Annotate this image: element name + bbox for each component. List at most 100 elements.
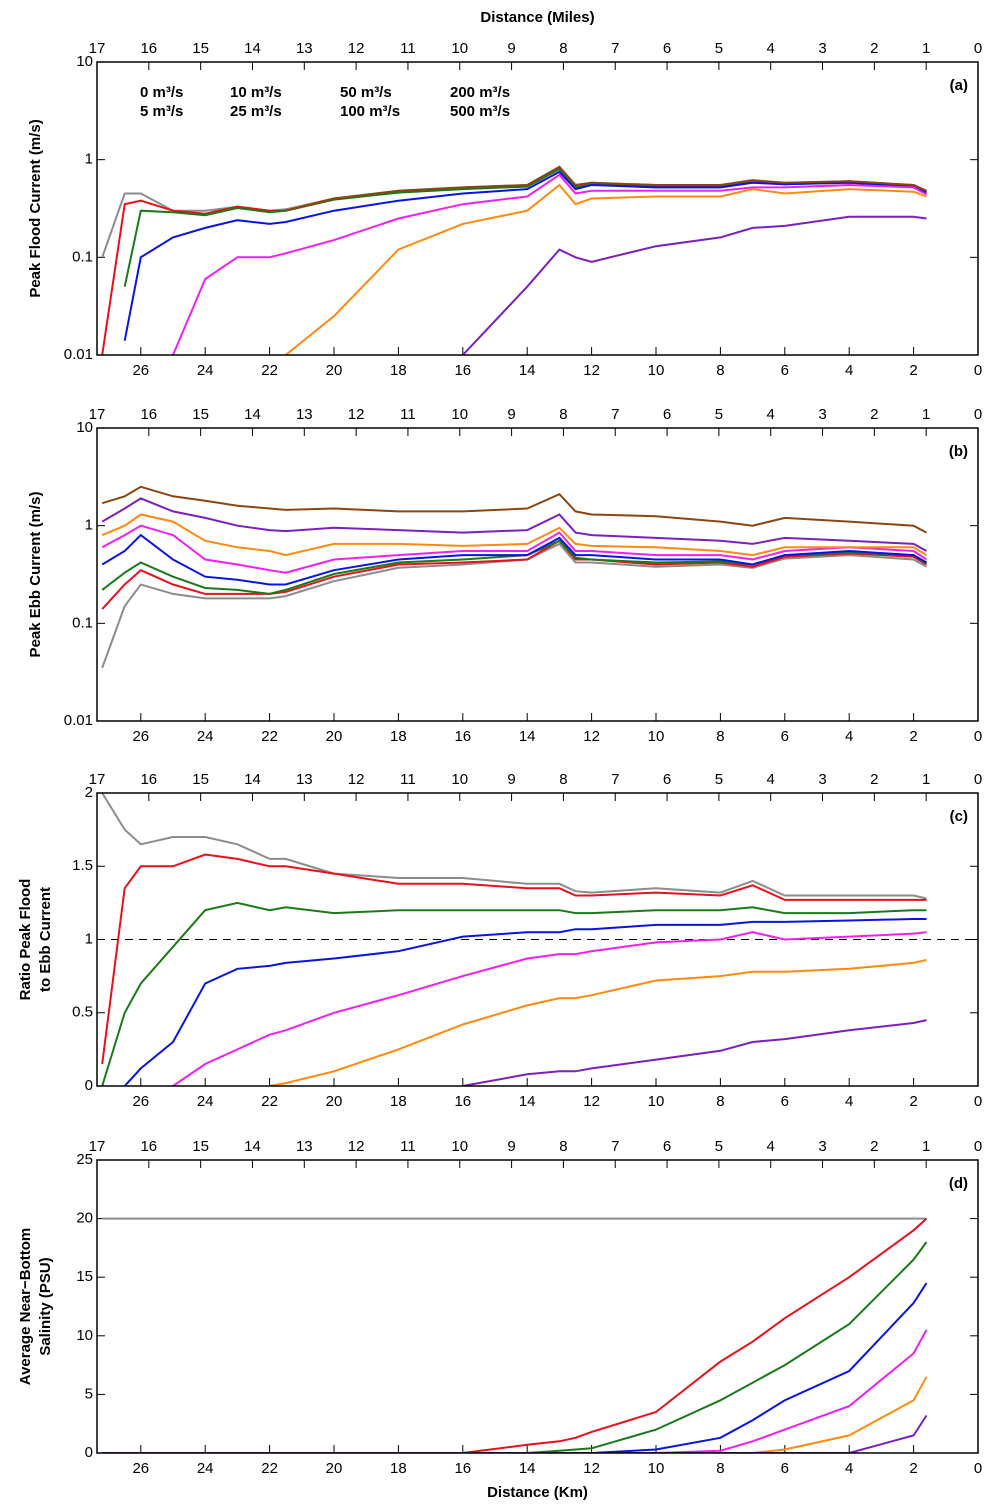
series-line bbox=[101, 539, 928, 610]
x-tick-label: 12 bbox=[583, 1460, 600, 1477]
x-tick-label: 8 bbox=[716, 362, 724, 379]
x-tick-label: 6 bbox=[781, 1093, 789, 1110]
x2-tick-label: 10 bbox=[451, 406, 468, 423]
x2-tick-label: 11 bbox=[400, 1138, 416, 1155]
series-line bbox=[462, 1019, 927, 1086]
x-tick-label: 14 bbox=[519, 728, 536, 745]
y-tick-label: 5 bbox=[85, 1385, 93, 1402]
x-tick-label: 6 bbox=[781, 362, 789, 379]
x-tick-label: 12 bbox=[583, 362, 600, 379]
x2-tick-label: 2 bbox=[870, 406, 878, 423]
x2-tick-label: 8 bbox=[559, 771, 567, 788]
x2-tick-label: 11 bbox=[400, 40, 416, 57]
x2-tick-label: 14 bbox=[244, 40, 261, 57]
x-tick-label: 18 bbox=[390, 1093, 407, 1110]
x2-tick-label: 17 bbox=[89, 1138, 106, 1155]
x2-tick-label: 3 bbox=[818, 1138, 826, 1155]
x-tick-label: 10 bbox=[648, 362, 665, 379]
x2-tick-label: 4 bbox=[767, 771, 775, 788]
x2-tick-label: 4 bbox=[767, 406, 775, 423]
x2-tick-label: 7 bbox=[611, 406, 619, 423]
x2-tick-label: 13 bbox=[296, 1138, 313, 1155]
x2-tick-label: 16 bbox=[140, 406, 157, 423]
series-line bbox=[101, 793, 927, 900]
y-axis-label: Salinity (PSU) bbox=[37, 1257, 54, 1355]
y-axis-label: to Ebb Current bbox=[37, 887, 54, 992]
x-tick-label: 10 bbox=[648, 728, 665, 745]
x-tick-label: 8 bbox=[716, 728, 724, 745]
y-tick-label: 10 bbox=[76, 419, 93, 436]
x2-tick-label: 8 bbox=[559, 40, 567, 57]
series-line bbox=[102, 1282, 928, 1453]
x-tick-label: 16 bbox=[454, 728, 471, 745]
x-tick-label: 8 bbox=[716, 1460, 724, 1477]
x2-tick-label: 1 bbox=[922, 1138, 930, 1155]
legend-entry: 25 m³/s bbox=[230, 103, 282, 120]
x-tick-label: 14 bbox=[519, 1460, 536, 1477]
plot-frame bbox=[96, 792, 979, 1087]
x2-tick-label: 7 bbox=[611, 771, 619, 788]
panel-label: (b) bbox=[949, 443, 968, 460]
x2-tick-label: 5 bbox=[715, 1138, 723, 1155]
legend-entry: 10 m³/s bbox=[230, 84, 282, 101]
x-tick-label: 18 bbox=[390, 1460, 407, 1477]
series-line bbox=[285, 165, 927, 212]
y-tick-label: 25 bbox=[76, 1151, 93, 1168]
x-tick-label: 2 bbox=[909, 1093, 917, 1110]
x2-tick-label: 16 bbox=[140, 40, 157, 57]
x2-tick-label: 4 bbox=[767, 40, 775, 57]
x2-tick-label: 5 bbox=[715, 406, 723, 423]
y-tick-label: 10 bbox=[76, 1327, 93, 1344]
series-line bbox=[123, 918, 927, 1086]
x2-tick-label: 1 bbox=[922, 406, 930, 423]
x2-tick-label: 15 bbox=[192, 771, 209, 788]
x-tick-label: 14 bbox=[519, 1093, 536, 1110]
x-tick-label: 24 bbox=[197, 728, 214, 745]
x2-tick-label: 13 bbox=[296, 406, 313, 423]
legend-entry: 50 m³/s bbox=[340, 84, 392, 101]
series-line bbox=[101, 524, 928, 574]
x2-tick-label: 13 bbox=[296, 771, 313, 788]
panel-label: (c) bbox=[950, 808, 968, 825]
x-tick-label: 24 bbox=[197, 1460, 214, 1477]
legend-entry: 100 m³/s bbox=[340, 103, 400, 120]
x2-tick-label: 2 bbox=[870, 771, 878, 788]
series-line bbox=[102, 1329, 928, 1453]
panel-label: (a) bbox=[950, 77, 968, 94]
x2-tick-label: 9 bbox=[507, 1138, 515, 1155]
x-tick-label: 2 bbox=[909, 728, 917, 745]
x-tick-label: 26 bbox=[132, 362, 149, 379]
y-tick-label: 1 bbox=[85, 151, 93, 168]
x-tick-label: 2 bbox=[909, 362, 917, 379]
y-tick-label: 0 bbox=[85, 1444, 93, 1461]
x2-tick-label: 11 bbox=[400, 406, 416, 423]
y-tick-label: 1 bbox=[85, 930, 93, 947]
x-tick-label: 0 bbox=[974, 728, 982, 745]
x2-tick-label: 10 bbox=[451, 40, 468, 57]
legend-entry: 500 m³/s bbox=[450, 103, 510, 120]
x2-tick-label: 13 bbox=[296, 40, 313, 57]
series-line bbox=[101, 539, 928, 595]
series-line bbox=[101, 853, 927, 1065]
x2-axis-label: Distance (Miles) bbox=[480, 9, 594, 26]
x2-tick-label: 12 bbox=[348, 40, 365, 57]
x2-tick-label: 6 bbox=[663, 1138, 671, 1155]
legend-entry: 200 m³/s bbox=[450, 84, 510, 101]
x-tick-label: 14 bbox=[519, 362, 536, 379]
x2-tick-label: 6 bbox=[663, 406, 671, 423]
series-line bbox=[462, 215, 927, 355]
x2-tick-label: 16 bbox=[140, 771, 157, 788]
series-line bbox=[101, 485, 927, 534]
x-tick-label: 22 bbox=[261, 728, 278, 745]
x-tick-label: 16 bbox=[454, 1093, 471, 1110]
x2-tick-label: 14 bbox=[244, 1138, 261, 1155]
x2-tick-label: 8 bbox=[559, 406, 567, 423]
x2-tick-label: 1 bbox=[922, 40, 930, 57]
x-tick-label: 0 bbox=[974, 362, 982, 379]
plot-frame bbox=[96, 427, 979, 722]
y-axis-label: Peak Flood Current (m/s) bbox=[27, 119, 44, 297]
x-tick-label: 26 bbox=[132, 728, 149, 745]
